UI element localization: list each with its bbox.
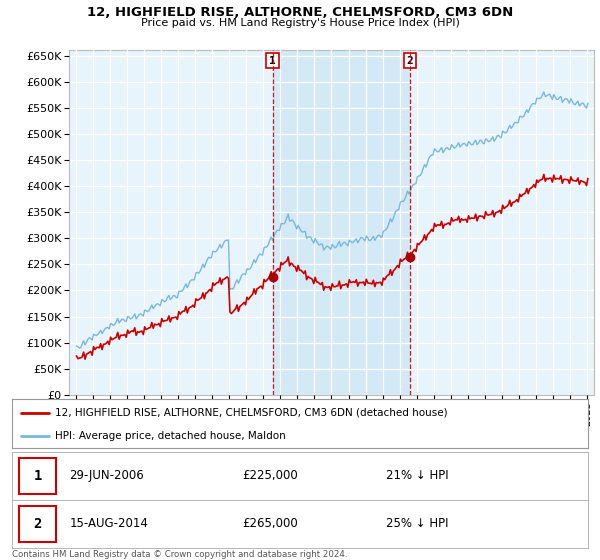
Text: 15-AUG-2014: 15-AUG-2014 (70, 517, 148, 530)
Text: 25% ↓ HPI: 25% ↓ HPI (386, 517, 449, 530)
Text: 29-JUN-2006: 29-JUN-2006 (70, 469, 145, 482)
Text: 2: 2 (34, 517, 42, 531)
Text: 12, HIGHFIELD RISE, ALTHORNE, CHELMSFORD, CM3 6DN: 12, HIGHFIELD RISE, ALTHORNE, CHELMSFORD… (87, 6, 513, 18)
FancyBboxPatch shape (19, 506, 56, 542)
Text: 12, HIGHFIELD RISE, ALTHORNE, CHELMSFORD, CM3 6DN (detached house): 12, HIGHFIELD RISE, ALTHORNE, CHELMSFORD… (55, 408, 448, 418)
Text: 1: 1 (34, 469, 42, 483)
Text: 2: 2 (407, 55, 413, 66)
Text: £265,000: £265,000 (242, 517, 298, 530)
Text: Contains HM Land Registry data © Crown copyright and database right 2024.
This d: Contains HM Land Registry data © Crown c… (12, 550, 347, 560)
FancyBboxPatch shape (19, 458, 56, 494)
Text: Price paid vs. HM Land Registry's House Price Index (HPI): Price paid vs. HM Land Registry's House … (140, 18, 460, 28)
Text: 1: 1 (269, 55, 276, 66)
Text: 21% ↓ HPI: 21% ↓ HPI (386, 469, 449, 482)
Text: £225,000: £225,000 (242, 469, 298, 482)
Bar (272, 50, 410, 395)
Text: HPI: Average price, detached house, Maldon: HPI: Average price, detached house, Mald… (55, 431, 286, 441)
